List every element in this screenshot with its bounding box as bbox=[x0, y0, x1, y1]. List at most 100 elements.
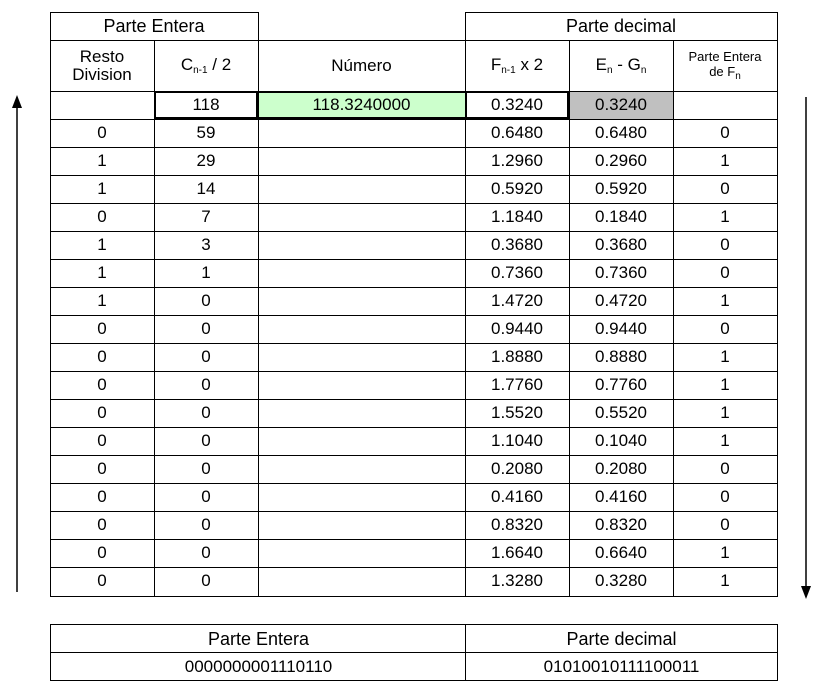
pe-line1: Parte Entera bbox=[688, 48, 762, 64]
parte-entera-cell: 1 bbox=[720, 347, 730, 367]
eg-cell: 0.7760 bbox=[595, 375, 647, 395]
parte-entera-cell: 1 bbox=[720, 543, 730, 563]
eg-cell: 0.4160 bbox=[595, 487, 647, 507]
first-row-f-value: 0.3240 bbox=[465, 91, 569, 119]
parte-entera-cell: 1 bbox=[720, 375, 730, 395]
cn-sub: n-1 bbox=[193, 64, 208, 76]
f-cell: 1.5520 bbox=[491, 403, 543, 423]
col-header-en-gn: En - Gn bbox=[569, 41, 673, 91]
numero-cell bbox=[258, 287, 465, 315]
c-cell: 59 bbox=[196, 123, 216, 143]
numero-cell bbox=[258, 259, 465, 287]
parte-entera-cell: 1 bbox=[720, 403, 730, 423]
eg-cell: 0.2960 bbox=[595, 151, 647, 171]
result-value-decimal: 01010010111100011 bbox=[543, 656, 700, 676]
eg-cell: 0.1840 bbox=[595, 207, 647, 227]
f-cell: 1.3280 bbox=[491, 571, 543, 591]
header-parte-decimal: Parte decimal bbox=[565, 15, 677, 36]
header-parte-entera: Parte Entera bbox=[103, 15, 205, 36]
parte-entera-cell: 0 bbox=[720, 487, 730, 507]
eg-cell: 0.5920 bbox=[595, 179, 647, 199]
resto-cell: 1 bbox=[97, 151, 107, 171]
result-value-entera: 0000000001110110 bbox=[184, 656, 333, 676]
f-cell: 0.4160 bbox=[491, 487, 543, 507]
eg-mid: - G bbox=[617, 54, 641, 74]
parte-entera-cell: 0 bbox=[720, 123, 730, 143]
fn-rest: x 2 bbox=[520, 54, 544, 74]
eg-e: E bbox=[595, 54, 607, 74]
f-cell: 1.1040 bbox=[491, 431, 543, 451]
resto-cell: 0 bbox=[97, 319, 107, 339]
c-cell: 0 bbox=[201, 347, 211, 367]
eg-cell: 0.5520 bbox=[595, 403, 647, 423]
f-cell: 1.8880 bbox=[491, 347, 543, 367]
numero-cell bbox=[258, 231, 465, 259]
numero-cell bbox=[258, 455, 465, 483]
resto-cell: 0 bbox=[97, 543, 107, 563]
eg-cell: 0.3680 bbox=[595, 235, 647, 255]
conversion-table: Parte Entera Parte decimal Resto Divisio… bbox=[50, 12, 778, 597]
numero-cell bbox=[258, 343, 465, 371]
c-cell: 29 bbox=[196, 151, 216, 171]
result-header-entera: Parte Entera bbox=[207, 628, 310, 649]
parte-entera-cell: 1 bbox=[720, 151, 730, 171]
eg-cell: 0.7360 bbox=[595, 263, 647, 283]
col-header-fn-x-2: Fn-1 x 2 bbox=[465, 41, 569, 91]
c-cell: 0 bbox=[201, 403, 211, 423]
parte-entera-cell: 1 bbox=[720, 291, 730, 311]
eg-cell: 0.6480 bbox=[595, 123, 647, 143]
cn-base: C bbox=[180, 54, 194, 74]
eg-cell: 0.6640 bbox=[595, 543, 647, 563]
arrow-down-icon bbox=[801, 97, 811, 599]
col-header-numero: Número bbox=[331, 56, 392, 76]
numero-cell bbox=[258, 427, 465, 455]
numero-cell bbox=[258, 203, 465, 231]
c-cell: 1 bbox=[201, 263, 211, 283]
numero-cell bbox=[258, 399, 465, 427]
f-cell: 0.2080 bbox=[491, 459, 543, 479]
resto-cell: 1 bbox=[97, 179, 107, 199]
c-cell: 0 bbox=[201, 571, 211, 591]
f-cell: 0.3680 bbox=[491, 235, 543, 255]
eg-cell: 0.9440 bbox=[595, 319, 647, 339]
f-cell: 1.6640 bbox=[491, 543, 543, 563]
c-cell: 0 bbox=[201, 487, 211, 507]
numero-cell bbox=[258, 119, 465, 147]
fn-sub: n-1 bbox=[501, 64, 516, 76]
f-cell: 1.7760 bbox=[491, 375, 543, 395]
c-cell: 3 bbox=[201, 235, 211, 255]
col-header-resto-division: Resto Division bbox=[50, 41, 154, 91]
resto-cell: 0 bbox=[97, 375, 107, 395]
c-cell: 0 bbox=[201, 319, 211, 339]
resto-cell: 0 bbox=[97, 431, 107, 451]
f-cell: 0.7360 bbox=[491, 263, 543, 283]
parte-entera-cell: 0 bbox=[720, 179, 730, 199]
c-cell: 7 bbox=[201, 207, 211, 227]
numero-cell bbox=[258, 511, 465, 539]
eg-cell: 0.2080 bbox=[595, 459, 647, 479]
c-cell: 0 bbox=[201, 459, 211, 479]
numero-cell bbox=[258, 371, 465, 399]
parte-entera-cell: 0 bbox=[720, 459, 730, 479]
numero-cell bbox=[258, 147, 465, 175]
eg-sub2: n bbox=[640, 64, 647, 76]
resto-cell: 0 bbox=[97, 515, 107, 535]
eg-cell: 0.4720 bbox=[595, 291, 647, 311]
parte-entera-cell: 1 bbox=[720, 207, 730, 227]
col-header-parte-entera-fn: Parte Entera de Fn bbox=[673, 41, 777, 91]
resto-cell: 0 bbox=[97, 347, 107, 367]
parte-entera-cell: 0 bbox=[720, 515, 730, 535]
first-row-numero-value: 118.3240000 bbox=[258, 91, 465, 119]
col-header-cn-div-2: Cn-1 / 2 bbox=[154, 41, 258, 91]
pe-sub: n bbox=[735, 70, 741, 82]
cn-rest: / 2 bbox=[212, 54, 232, 74]
resto-cell: 0 bbox=[97, 207, 107, 227]
first-row-eg-value: 0.3240 bbox=[569, 91, 673, 119]
parte-entera-cell: 1 bbox=[720, 431, 730, 451]
parte-entera-cell: 0 bbox=[720, 319, 730, 339]
arrow-up-icon bbox=[12, 95, 22, 592]
resto-cell: 1 bbox=[97, 263, 107, 283]
parte-entera-cell: 0 bbox=[720, 235, 730, 255]
resto-cell: 1 bbox=[97, 235, 107, 255]
col-header-resto-label: Resto Division bbox=[72, 47, 132, 84]
